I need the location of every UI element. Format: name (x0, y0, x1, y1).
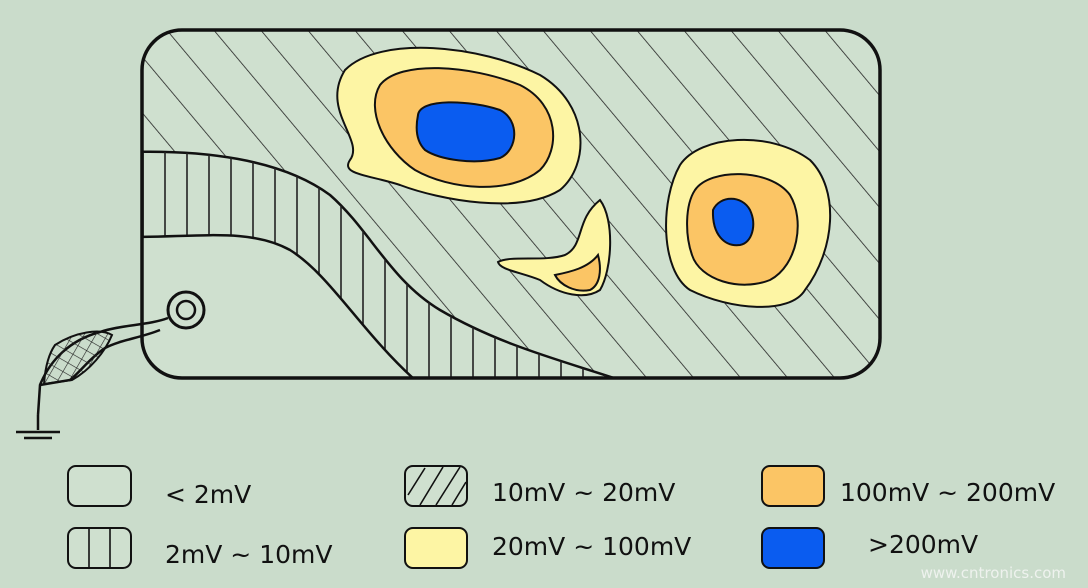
region-under-2mV (142, 233, 419, 378)
legend-swatch-over-200mV (761, 527, 825, 569)
legend-label-over-200mV: >200mV (868, 530, 979, 559)
hotspot-1-over-200mV (415, 101, 516, 163)
legend-label-under-2mV: < 2mV (165, 480, 252, 509)
legend-swatch-2-10mV (67, 527, 132, 569)
legend-label-20-100mV: 20mV ~ 100mV (492, 532, 692, 561)
legend-swatch-10-20mV (404, 465, 468, 507)
watermark: www.cntronics.com (920, 564, 1066, 582)
ground-symbol-icon (16, 415, 60, 440)
cable-shield (42, 330, 114, 386)
mounting-hole-icon (166, 290, 206, 330)
legend-swatch-20-100mV (404, 527, 468, 569)
ground-connection (16, 290, 206, 440)
legend-label-100-200mV: 100mV ~ 200mV (840, 478, 1056, 507)
legend-label-2-10mV: 2mV ~ 10mV (165, 540, 333, 569)
legend-label-10-20mV: 10mV ~ 20mV (492, 478, 676, 507)
legend-swatch-under-2mV (67, 465, 132, 507)
hotspot-3-100-200mV (553, 252, 601, 292)
legend-swatch-100-200mV (761, 465, 825, 507)
pcb-board-outline (140, 28, 882, 380)
hotspot-2-over-200mV (711, 197, 755, 247)
